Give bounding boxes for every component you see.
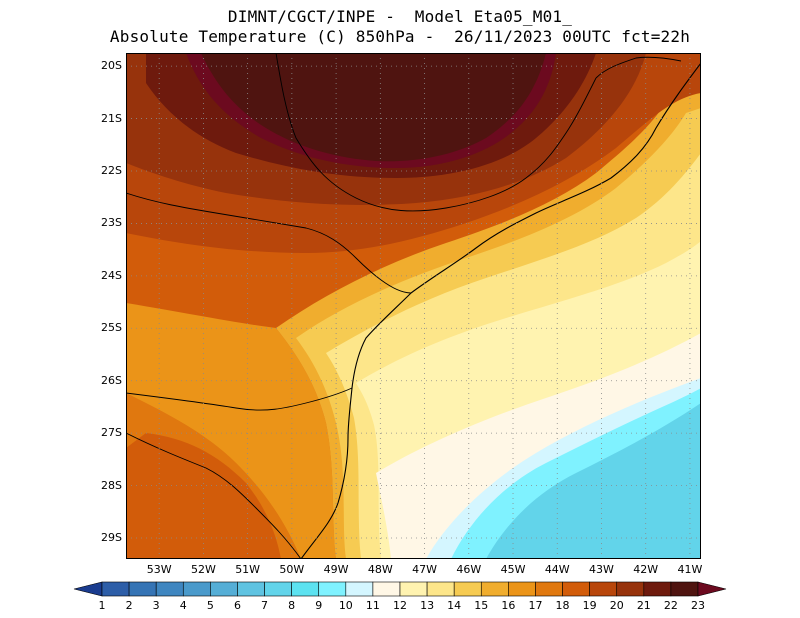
colorbar-label: 14: [447, 599, 462, 612]
colorbar-label: 6: [233, 599, 241, 612]
colorbar-swatch: [508, 581, 536, 597]
colorbar-label: 22: [663, 599, 678, 612]
lat-label: 26S: [101, 373, 122, 387]
state-border-mid: [126, 387, 353, 411]
colorbar-swatch: [237, 581, 265, 597]
colorbar-label: 10: [338, 599, 353, 612]
colorbar-swatch: [562, 581, 590, 597]
colorbar-label: 11: [365, 599, 380, 612]
coastline: [300, 62, 701, 559]
lat-label: 28S: [101, 478, 122, 492]
lon-label: 52W: [190, 563, 216, 576]
colorbar-swatch: [155, 581, 184, 597]
state-border-sp-mg: [275, 53, 597, 212]
colorbar-label: 20: [609, 599, 624, 612]
lon-label: 43W: [589, 563, 614, 576]
colorbar-label: 7: [261, 599, 269, 612]
state-border-south: [126, 432, 302, 559]
colorbar-label: 8: [288, 599, 296, 612]
colorbar-label: 17: [528, 599, 543, 612]
colorbar-label: 1: [98, 599, 106, 612]
colorbar-label: 15: [474, 599, 489, 612]
field-band-23-core: [201, 53, 546, 162]
colorbar-swatch: [101, 581, 130, 597]
colorbar-min-arrow: [73, 581, 103, 597]
lon-label: 53W: [146, 563, 172, 576]
colorbar-label: 21: [636, 599, 651, 612]
lat-label: 21S: [101, 111, 122, 125]
colorbar-swatch: [589, 581, 618, 597]
lon-label: 46W: [456, 563, 482, 576]
colorbar-label: 12: [393, 599, 407, 612]
colorbar-swatch: [399, 581, 428, 597]
colorbar-swatch: [453, 581, 482, 597]
state-border-rj: [595, 56, 682, 79]
lon-label: 47W: [412, 563, 437, 576]
field-band-sw-inner: [126, 433, 281, 559]
temperature-map: [126, 53, 701, 559]
colorbar-swatch: [345, 581, 374, 597]
colorbar-max-arrow: [697, 581, 727, 597]
map-canvas: [126, 53, 701, 559]
lat-label: 29S: [101, 531, 122, 545]
map-frame: [126, 53, 701, 559]
colorbar-swatch: [264, 581, 292, 597]
colorbar-swatch: [670, 581, 699, 597]
colorbar-swatch: [318, 581, 347, 597]
field-band-9: [486, 403, 701, 559]
colorbar-swatch: [372, 581, 401, 597]
colorbar-label: 18: [555, 599, 570, 612]
lon-label: 50W: [279, 563, 305, 576]
colorbar-label: 19: [582, 599, 597, 612]
colorbar-swatch: [291, 581, 320, 597]
colorbar-label: 2: [125, 599, 133, 612]
colorbar-swatch: [480, 581, 509, 597]
colorbar-label: 5: [206, 599, 214, 612]
lon-label: 45W: [500, 563, 526, 576]
lat-label: 20S: [101, 59, 122, 73]
lat-label: 27S: [101, 426, 122, 440]
colorbar-swatch: [426, 581, 455, 597]
colorbar-label: 13: [420, 599, 435, 612]
lon-label: 44W: [544, 563, 570, 576]
lat-label: 25S: [101, 321, 122, 335]
colorbar-label: 4: [179, 599, 187, 612]
lat-label: 24S: [101, 268, 122, 282]
colorbar-swatch: [128, 581, 157, 597]
field-band-west: [126, 303, 336, 559]
lon-label: 48W: [367, 563, 393, 576]
colorbar-label: 16: [501, 599, 516, 612]
colorbar-swatch: [643, 581, 672, 597]
colorbar-label: 23: [691, 599, 705, 612]
lat-label: 23S: [101, 216, 122, 230]
colorbar-swatch: [535, 581, 563, 597]
colorbar-label: 9: [315, 599, 323, 612]
lon-label: 41W: [677, 563, 703, 576]
colorbar-swatch: [182, 581, 211, 597]
chart-title-line-1: DIMNT/CGCT/INPE - Model Eta05_M01_: [227, 7, 573, 26]
colorbar-swatch: [210, 581, 238, 597]
lon-label: 51W: [235, 563, 261, 576]
chart-title-line-2: Absolute Temperature (C) 850hPa - 26/11/…: [109, 27, 691, 46]
colorbar-label: 3: [152, 599, 160, 612]
lon-label: 49W: [323, 563, 349, 576]
state-border-north: [126, 192, 412, 294]
colorbar-swatch: [616, 581, 645, 597]
lat-label: 22S: [101, 163, 122, 177]
lon-label: 42W: [633, 563, 659, 576]
gridlines: [126, 53, 701, 559]
